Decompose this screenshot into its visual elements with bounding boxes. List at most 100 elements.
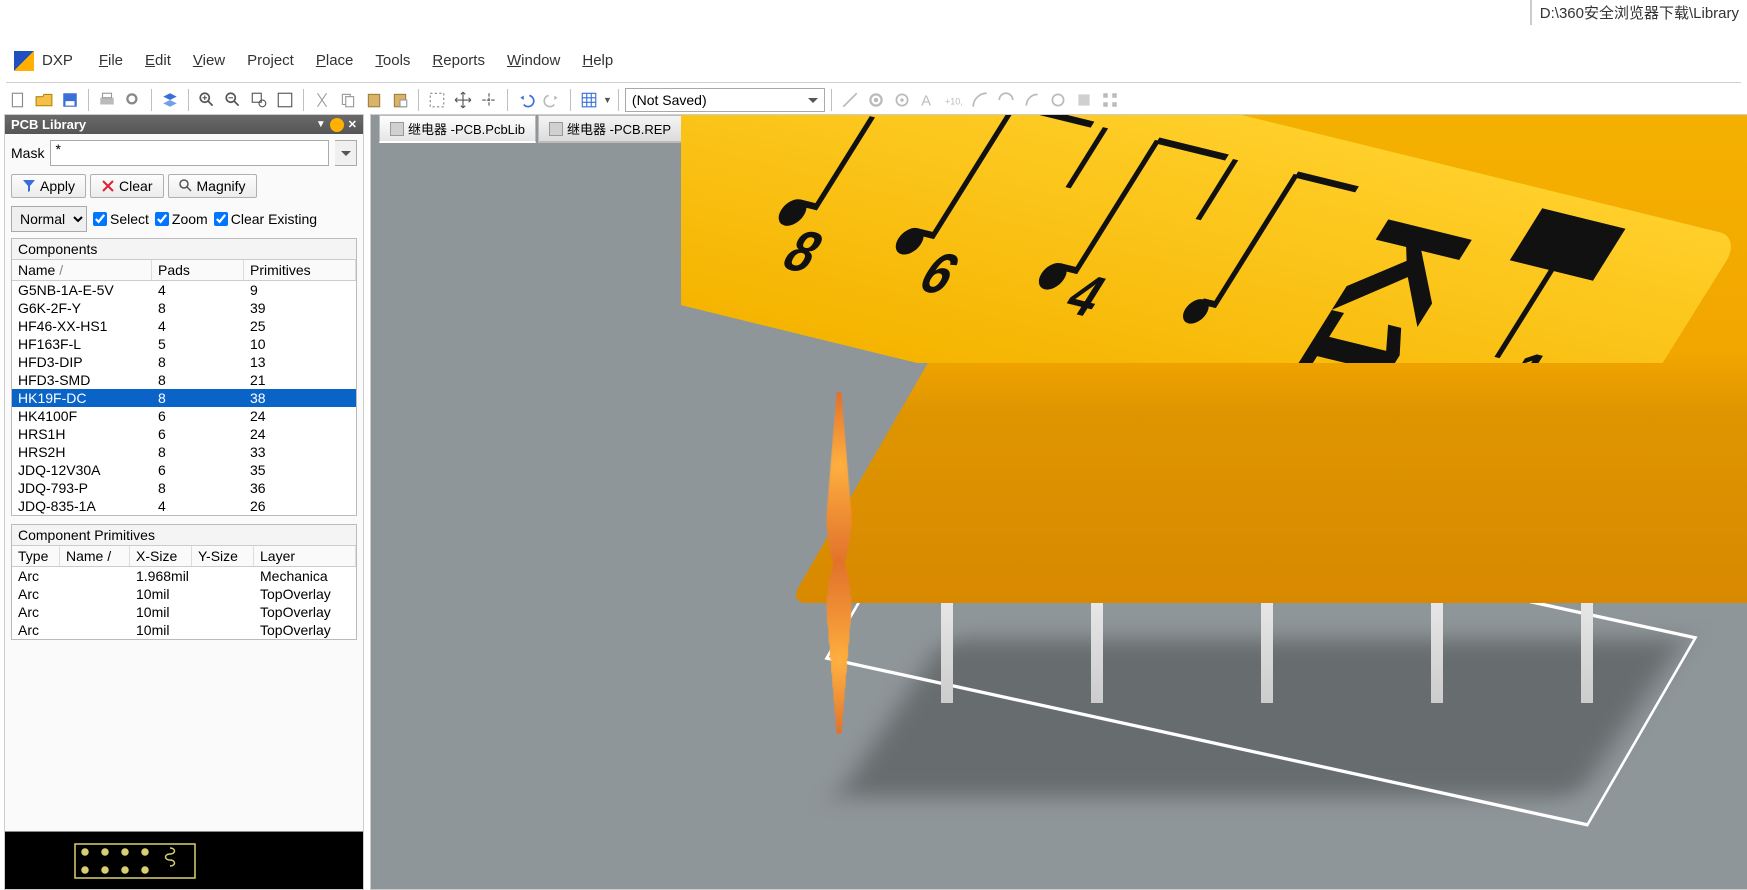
print-icon[interactable]	[95, 88, 119, 112]
paste-icon[interactable]	[362, 88, 386, 112]
primitive-row[interactable]: Arc10milTopOverlay	[12, 585, 356, 603]
3d-viewport[interactable]: 继电器 -PCB.PcbLib继电器 -PCB.REP继电器 -PCB.LIB	[370, 114, 1747, 890]
svg-text:+10,10: +10,10	[945, 96, 963, 106]
line-icon[interactable]	[838, 88, 862, 112]
layers-icon[interactable]	[158, 88, 182, 112]
primitive-row[interactable]: Arc10milTopOverlay	[12, 603, 356, 621]
preview-icon[interactable]	[121, 88, 145, 112]
string-icon[interactable]: A	[916, 88, 940, 112]
coord-icon[interactable]: +10,10	[942, 88, 966, 112]
menu-tools[interactable]: Tools	[365, 50, 420, 71]
doc-icon	[549, 122, 563, 136]
paste-special-icon[interactable]	[388, 88, 412, 112]
select-rect-icon[interactable]	[425, 88, 449, 112]
arc1-icon[interactable]	[968, 88, 992, 112]
layer-combo[interactable]: (Not Saved)	[625, 88, 825, 112]
components-grid: Components Name / Pads Primitives G5NB-1…	[11, 238, 357, 516]
components-header: Components	[12, 239, 356, 260]
component-row[interactable]: HF46-XX-HS1425	[12, 317, 356, 335]
grid-icon[interactable]	[577, 88, 601, 112]
component-row[interactable]: JDQ-12V30A635	[12, 461, 356, 479]
mode-select[interactable]: Normal	[11, 206, 87, 232]
relay-top-face: 8 6 4 1 K19F	[681, 114, 1747, 363]
component-row[interactable]: HK4100F624	[12, 407, 356, 425]
circle-icon[interactable]	[1046, 88, 1070, 112]
array-icon[interactable]	[1098, 88, 1122, 112]
panel-title: PCB Library ▼ ✕	[5, 115, 363, 134]
col-type[interactable]: Type	[12, 546, 60, 566]
primitive-row[interactable]: Arc1.968milMechanica	[12, 567, 356, 585]
col-pname[interactable]: Name /	[60, 546, 130, 566]
component-row[interactable]: JDQ-835-1A426	[12, 497, 356, 515]
zoom-in-icon[interactable]	[195, 88, 219, 112]
dxp-menu[interactable]: DXP	[42, 52, 73, 69]
document-tab[interactable]: 继电器 -PCB.PcbLib	[379, 115, 536, 143]
footprint-thumbnail	[5, 831, 363, 889]
primitive-row[interactable]: Arc10milTopOverlay	[12, 621, 356, 639]
arc3-icon[interactable]	[1020, 88, 1044, 112]
deselect-icon[interactable]	[477, 88, 501, 112]
col-ysize[interactable]: Y-Size	[192, 546, 254, 566]
col-xsize[interactable]: X-Size	[130, 546, 192, 566]
component-row[interactable]: HK19F-DC838	[12, 389, 356, 407]
col-layer[interactable]: Layer	[254, 546, 356, 566]
col-pads[interactable]: Pads	[152, 260, 244, 280]
copy-icon[interactable]	[336, 88, 360, 112]
clear-existing-checkbox[interactable]: Clear Existing	[214, 211, 317, 227]
mask-label: Mask	[11, 145, 44, 161]
component-row[interactable]: G6K-2F-Y839	[12, 299, 356, 317]
clear-x-icon	[101, 179, 115, 193]
magnify-icon	[179, 179, 193, 193]
save-icon[interactable]	[58, 88, 82, 112]
undo-icon[interactable]	[514, 88, 538, 112]
app-logo-icon	[14, 51, 34, 71]
fill-icon[interactable]	[1072, 88, 1096, 112]
component-row[interactable]: HRS2H833	[12, 443, 356, 461]
document-tab[interactable]: 继电器 -PCB.REP	[538, 115, 682, 143]
menu-bar: DXP File Edit View Project Place Tools R…	[14, 50, 623, 71]
apply-button[interactable]: Apply	[11, 174, 86, 198]
redo-icon[interactable]	[540, 88, 564, 112]
magnify-button[interactable]: Magnify	[168, 174, 257, 198]
menu-place[interactable]: Place	[306, 50, 364, 71]
menu-file[interactable]: File	[89, 50, 133, 71]
primitives-header: Component Primitives	[12, 525, 356, 546]
mask-dropdown-icon[interactable]	[335, 140, 357, 166]
zoom-area-icon[interactable]	[247, 88, 271, 112]
cut-icon[interactable]	[310, 88, 334, 112]
close-panel-icon[interactable]: ✕	[348, 118, 357, 131]
clear-button[interactable]: Clear	[90, 174, 163, 198]
file-path-label: D:\360安全浏览器下载\Library	[1530, 0, 1747, 25]
component-row[interactable]: HRS1H624	[12, 425, 356, 443]
funnel-icon	[22, 179, 36, 193]
move-icon[interactable]	[451, 88, 475, 112]
menu-help[interactable]: Help	[572, 50, 623, 71]
component-row[interactable]: JDQ-793-P836	[12, 479, 356, 497]
select-checkbox[interactable]: Select	[93, 211, 149, 227]
component-row[interactable]: HF163F-L510	[12, 335, 356, 353]
col-primitives[interactable]: Primitives	[244, 260, 356, 280]
component-row[interactable]: G5NB-1A-E-5V49	[12, 281, 356, 299]
menu-edit[interactable]: Edit	[135, 50, 181, 71]
component-row[interactable]: HFD3-DIP813	[12, 353, 356, 371]
new-icon[interactable]	[6, 88, 30, 112]
menu-view[interactable]: View	[183, 50, 235, 71]
col-name[interactable]: Name /	[12, 260, 152, 280]
open-icon[interactable]	[32, 88, 56, 112]
menu-project[interactable]: Project	[237, 50, 304, 71]
menu-window[interactable]: Window	[497, 50, 570, 71]
via-icon[interactable]	[890, 88, 914, 112]
component-row[interactable]: HFD3-SMD821	[12, 371, 356, 389]
primitives-grid: Component Primitives Type Name / X-Size …	[11, 524, 357, 640]
zoom-checkbox[interactable]: Zoom	[155, 211, 208, 227]
origin-marker	[811, 368, 867, 758]
zoom-fit-icon[interactable]	[273, 88, 297, 112]
doc-icon	[390, 122, 404, 136]
arc2-icon[interactable]	[994, 88, 1018, 112]
main-toolbar: ▼ (Not Saved) A +10,10	[6, 82, 1741, 112]
pin-icon[interactable]	[330, 118, 344, 132]
mask-input[interactable]: *	[50, 140, 329, 166]
menu-reports[interactable]: Reports	[422, 50, 495, 71]
pad-icon[interactable]	[864, 88, 888, 112]
zoom-out-icon[interactable]	[221, 88, 245, 112]
